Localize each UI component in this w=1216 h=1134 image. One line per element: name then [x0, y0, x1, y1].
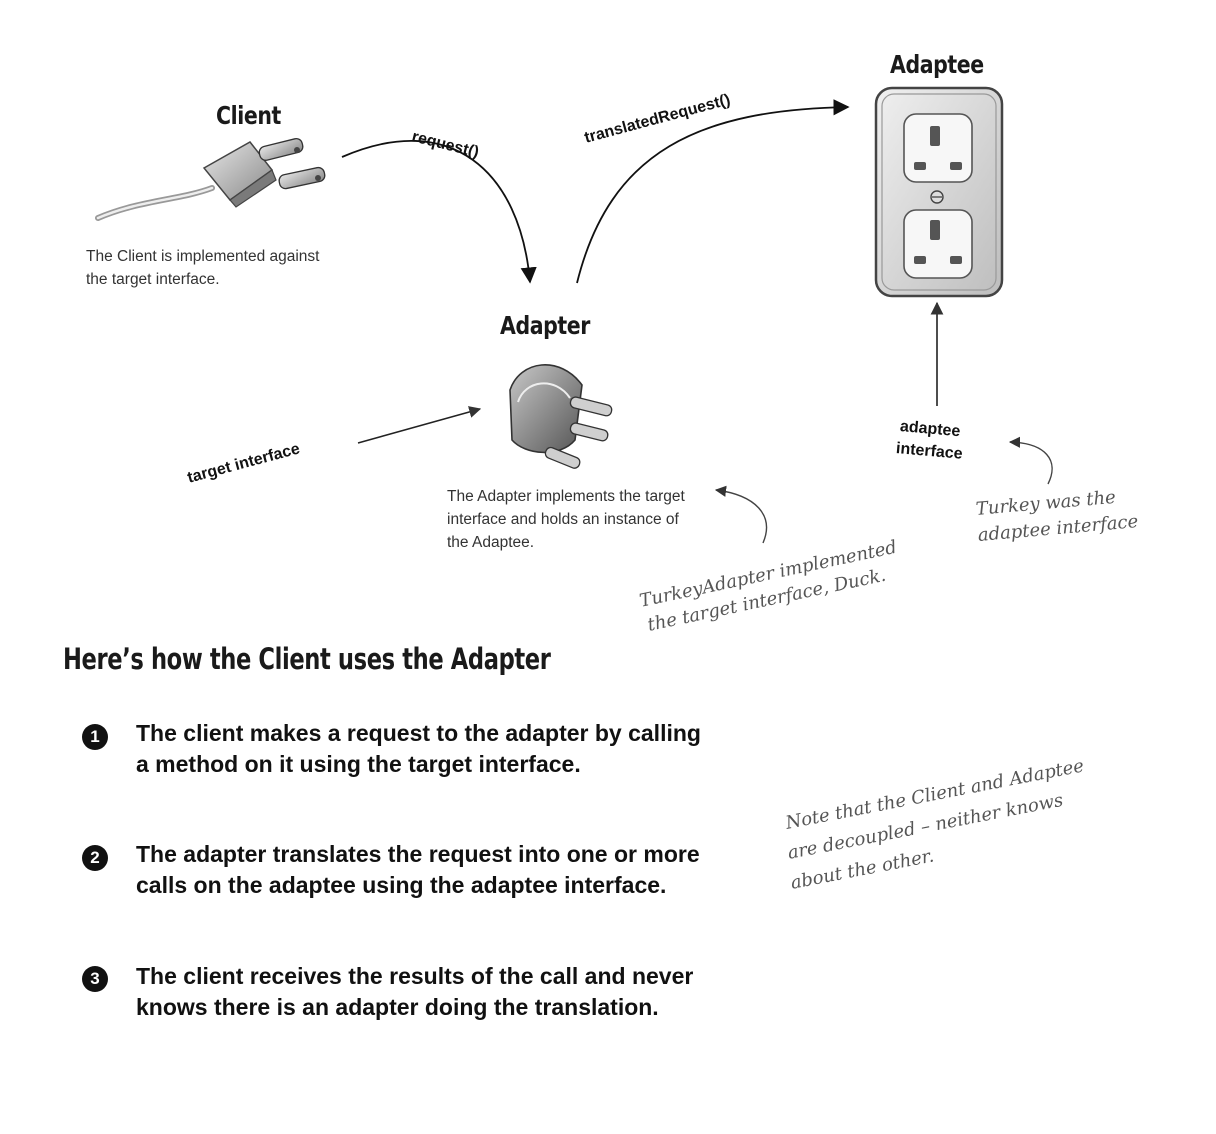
adapter-description: The Adapter implements the target interf…: [447, 488, 685, 551]
client-plug-icon: [95, 137, 326, 221]
client-description: The Client is implemented against the ta…: [86, 248, 320, 288]
step-1-text: The client makes a request to the adapte…: [136, 720, 701, 777]
step-2-badge: 2: [82, 845, 108, 871]
adapter-title: Adapter: [500, 311, 590, 340]
adapter-plug-icon: [509, 364, 613, 469]
request-arrow: [341, 140, 537, 284]
step-1-badge: 1: [82, 724, 108, 750]
adaptee-title: Adaptee: [890, 50, 984, 79]
step-2-text: The adapter translates the request into …: [136, 841, 700, 898]
section-title: Here’s how the Client uses the Adapter: [63, 642, 551, 676]
adaptee-socket-icon: [874, 86, 1004, 298]
translated-request-arrow: [576, 99, 850, 284]
turkey-adaptee-note-arrow: [1008, 436, 1053, 485]
step-3-badge: 3: [82, 966, 108, 992]
turkey-adapter-note-arrow: [714, 485, 768, 544]
client-title: Client: [216, 101, 281, 130]
step-3-text: The client receives the results of the c…: [136, 963, 694, 1020]
target-interface-arrow: [357, 406, 482, 444]
